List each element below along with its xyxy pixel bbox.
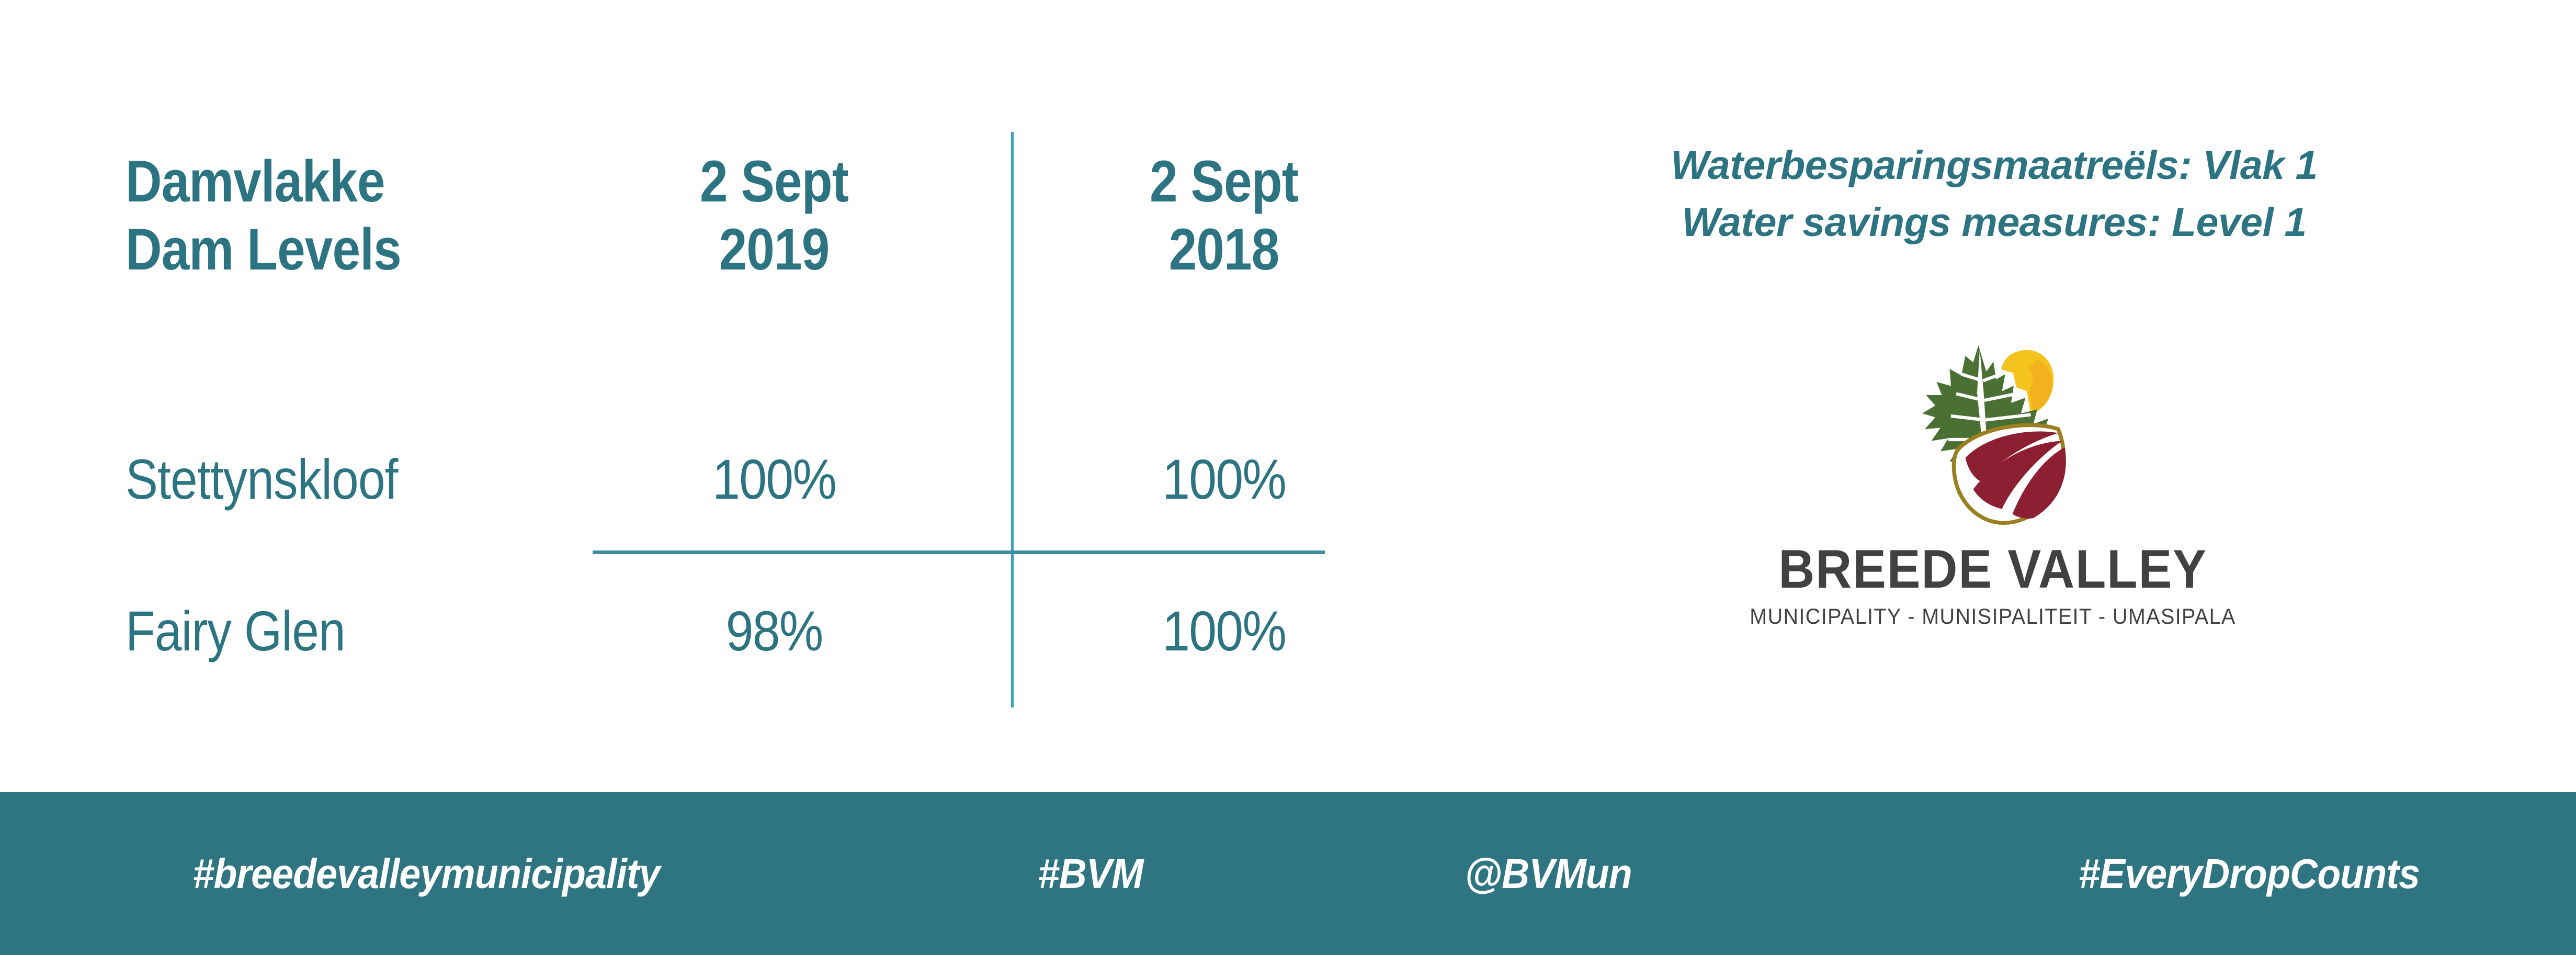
header-label-afrikaans: Damvlakke: [126, 149, 385, 214]
table-header-dam-name: Damvlakke Dam Levels: [126, 148, 513, 284]
sun-shade: [2029, 359, 2052, 413]
hashtag-breedevalleymunicipality[interactable]: #breedevalleymunicipality: [192, 850, 660, 897]
dam-name-fairy-glen: Fairy Glen: [126, 599, 346, 662]
dam-level-stettynskloof-2019: 100%: [712, 447, 837, 511]
dam-level-fairy-glen-2019: 98%: [725, 599, 824, 662]
dam-name-stettynskloof: Stettynskloof: [126, 447, 398, 511]
table-row: Stettynskloof: [126, 451, 513, 508]
header-label-english: Dam Levels: [126, 216, 402, 282]
logo-subtitle: MUNICIPALITY - MUNISIPALITEIT - UMASIPAL…: [1750, 604, 2236, 629]
header-col1-month: 2 Sept: [700, 149, 849, 214]
hashtag-bvm[interactable]: #BVM: [1038, 850, 1144, 897]
dam-level-stettynskloof-2018: 100%: [1162, 447, 1287, 511]
table-vertical-divider: [1011, 132, 1014, 707]
notice-line-afrikaans: Waterbesparingsmaatreëls: Vlak 1: [1671, 143, 2318, 188]
dam-level-fairy-glen-2018: 100%: [1162, 599, 1287, 662]
notice-and-logo-panel: Waterbesparingsmaatreëls: Vlak 1 Water s…: [1412, 0, 2576, 792]
header-col2-year: 2018: [1168, 216, 1280, 282]
breede-valley-logo: BREEDE VALLEY MUNICIPALITY - MUNISIPALIT…: [1614, 340, 2372, 627]
table-header-col-2018: 2 Sept 2018: [1025, 148, 1423, 284]
table-header-col-2019: 2 Sept 2019: [575, 148, 973, 284]
dam-levels-table: Damvlakke Dam Levels 2 Sept 2019 2 Sept …: [0, 0, 1412, 792]
notice-line-english: Water savings measures: Level 1: [1682, 200, 2307, 245]
handle-bvmun[interactable]: @BVMun: [1465, 850, 1632, 897]
header-col2-month: 2 Sept: [1150, 149, 1299, 214]
valley-field-stripes: [1965, 431, 2066, 519]
table-row: Fairy Glen: [126, 603, 513, 659]
table-horizontal-divider: [593, 550, 1325, 554]
water-restriction-notice: Waterbesparingsmaatreëls: Vlak 1 Water s…: [1412, 137, 2576, 252]
social-footer-bar: #breedevalleymunicipality #BVM @BVMun #E…: [0, 792, 2576, 955]
hashtag-everydropcounts[interactable]: #EveryDropCounts: [2079, 850, 2420, 897]
breede-valley-crest-icon: [1922, 345, 2066, 525]
header-col1-year: 2019: [719, 216, 830, 282]
logo-wordmark: BREEDE VALLEY: [1778, 539, 2207, 600]
